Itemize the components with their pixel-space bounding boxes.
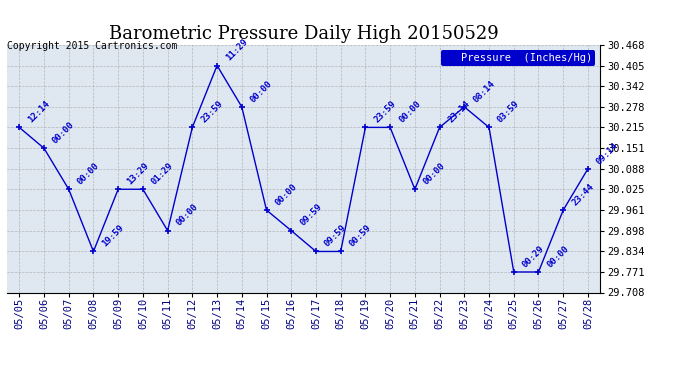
Text: 13:29: 13:29 <box>125 161 150 186</box>
Text: 23:44: 23:44 <box>570 182 595 207</box>
Text: 09:14: 09:14 <box>595 141 620 166</box>
Text: 12:14: 12:14 <box>26 99 52 124</box>
Title: Barometric Pressure Daily High 20150529: Barometric Pressure Daily High 20150529 <box>109 26 498 44</box>
Text: 00:00: 00:00 <box>545 244 571 269</box>
Text: 00:00: 00:00 <box>248 79 274 104</box>
Text: 00:29: 00:29 <box>521 244 546 269</box>
Text: 23:59: 23:59 <box>373 99 397 124</box>
Text: 23:59: 23:59 <box>199 99 225 124</box>
Text: 00:00: 00:00 <box>76 161 101 186</box>
Text: 08:14: 08:14 <box>471 79 497 104</box>
Text: 19:59: 19:59 <box>100 224 126 249</box>
Text: 00:00: 00:00 <box>51 120 77 146</box>
Text: 01:29: 01:29 <box>150 161 175 186</box>
Text: 00:00: 00:00 <box>175 202 200 228</box>
Legend: Pressure  (Inches/Hg): Pressure (Inches/Hg) <box>441 50 595 66</box>
Text: 00:00: 00:00 <box>273 182 299 207</box>
Text: 11:29: 11:29 <box>224 38 249 63</box>
Text: 23:14: 23:14 <box>446 99 472 124</box>
Text: 09:59: 09:59 <box>323 224 348 249</box>
Text: 03:59: 03:59 <box>496 99 522 124</box>
Text: Copyright 2015 Cartronics.com: Copyright 2015 Cartronics.com <box>7 41 177 51</box>
Text: 00:00: 00:00 <box>397 99 422 124</box>
Text: 09:59: 09:59 <box>298 202 324 228</box>
Text: 00:00: 00:00 <box>422 161 447 186</box>
Text: 00:59: 00:59 <box>348 224 373 249</box>
